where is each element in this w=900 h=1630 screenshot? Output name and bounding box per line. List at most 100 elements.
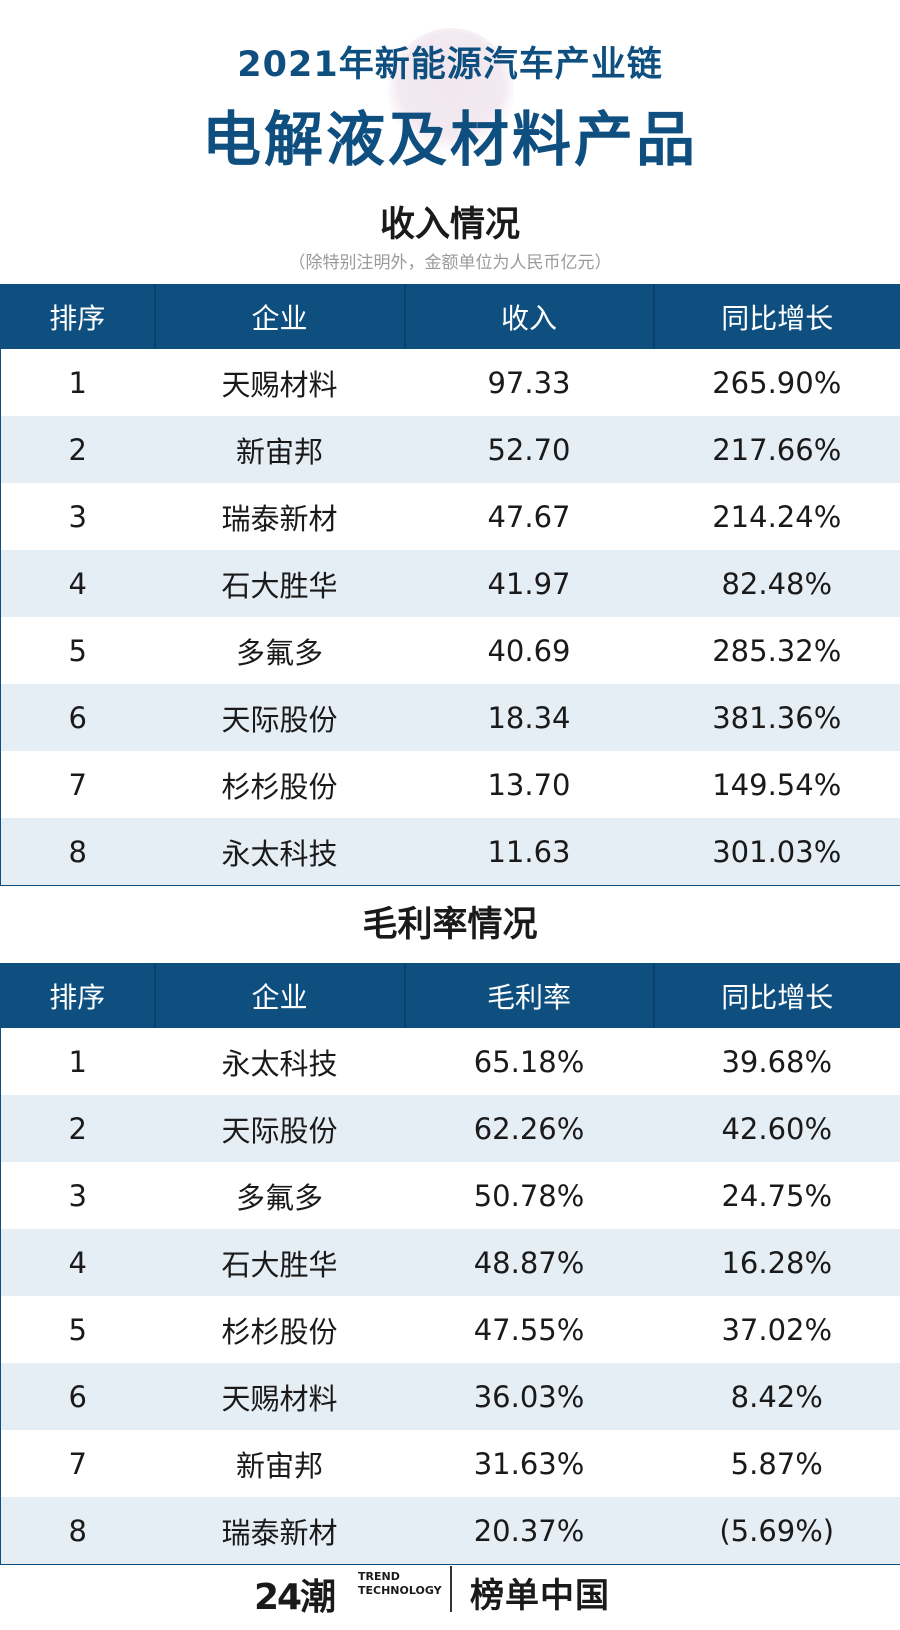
- table-row: 2 天际股份 62.26% 42.60%: [0, 1095, 900, 1162]
- logo-trend-line1: TREND: [358, 1570, 400, 1583]
- page-title-line1: 2021年新能源汽车产业链: [237, 45, 663, 85]
- cell-yoy-growth: 149.54%: [653, 751, 900, 818]
- cell-company: 杉杉股份: [154, 751, 405, 818]
- cell-gross-margin: 50.78%: [404, 1162, 654, 1229]
- cell-yoy-growth: 265.90%: [653, 349, 900, 416]
- cell-revenue: 97.33: [404, 349, 654, 416]
- footer: 24潮 TREND TECHNOLOGY 榜单中国: [0, 1566, 900, 1618]
- table-header-row: 排序 企业 毛利率 同比增长: [0, 963, 900, 1028]
- cell-yoy-growth: 82.48%: [653, 550, 900, 617]
- table-row: 7 新宙邦 31.63% 5.87%: [0, 1430, 900, 1497]
- footer-divider: [450, 1566, 452, 1612]
- cell-rank: 8: [0, 818, 155, 886]
- cell-rank: 5: [0, 617, 155, 684]
- cell-company: 石大胜华: [154, 550, 405, 617]
- cell-gross-margin: 36.03%: [404, 1363, 654, 1430]
- unit-note: （除特别注明外，金额单位为人民币亿元）: [288, 253, 612, 273]
- cell-revenue: 18.34: [404, 684, 654, 751]
- cell-company: 永太科技: [154, 818, 405, 886]
- cell-revenue: 41.97: [404, 550, 654, 617]
- cell-company: 多氟多: [154, 1162, 405, 1229]
- cell-rank: 1: [0, 349, 155, 416]
- cell-yoy-growth: 8.42%: [653, 1363, 900, 1430]
- cell-rank: 1: [0, 1028, 155, 1095]
- cell-gross-margin: 65.18%: [404, 1028, 654, 1095]
- logo-trend-line2: TECHNOLOGY: [358, 1584, 442, 1597]
- column-header-rank: 排序: [0, 963, 156, 1028]
- column-header-revenue: 收入: [404, 284, 655, 349]
- cell-company: 多氟多: [154, 617, 405, 684]
- table-row: 4 石大胜华 48.87% 16.28%: [0, 1229, 900, 1296]
- table-row: 2 新宙邦 52.70 217.66%: [0, 416, 900, 483]
- cell-rank: 2: [0, 1095, 155, 1162]
- table-row: 3 多氟多 50.78% 24.75%: [0, 1162, 900, 1229]
- table-header-row: 排序 企业 收入 同比增长: [0, 284, 900, 349]
- cell-rank: 3: [0, 1162, 155, 1229]
- cell-company: 天赐材料: [154, 1363, 405, 1430]
- table-row: 7 杉杉股份 13.70 149.54%: [0, 751, 900, 818]
- table-row: 6 天赐材料 36.03% 8.42%: [0, 1363, 900, 1430]
- revenue-table: 排序 企业 收入 同比增长 1 天赐材料 97.33 265.90% 2 新宙邦 52.70…: [0, 284, 900, 886]
- cell-rank: 4: [0, 550, 155, 617]
- cell-company: 瑞泰新材: [154, 1497, 405, 1565]
- watermark-logo: [388, 28, 514, 154]
- column-header-yoy-growth: 同比增长: [653, 963, 900, 1028]
- cell-revenue: 52.70: [404, 416, 654, 483]
- cell-company: 新宙邦: [154, 1430, 405, 1497]
- cell-rank: 6: [0, 684, 155, 751]
- margin-section-title: 毛利率情况: [362, 905, 538, 945]
- cell-rank: 8: [0, 1497, 155, 1565]
- cell-yoy-growth: 285.32%: [653, 617, 900, 684]
- cell-yoy-growth: 37.02%: [653, 1296, 900, 1363]
- cell-gross-margin: 20.37%: [404, 1497, 654, 1565]
- cell-gross-margin: 31.63%: [404, 1430, 654, 1497]
- cell-company: 瑞泰新材: [154, 483, 405, 550]
- table-row: 6 天际股份 18.34 381.36%: [0, 684, 900, 751]
- cell-company: 天际股份: [154, 1095, 405, 1162]
- column-header-company: 企业: [154, 284, 406, 349]
- cell-yoy-growth: 39.68%: [653, 1028, 900, 1095]
- cell-yoy-growth: 16.28%: [653, 1229, 900, 1296]
- table-row: 4 石大胜华 41.97 82.48%: [0, 550, 900, 617]
- cell-gross-margin: 47.55%: [404, 1296, 654, 1363]
- cell-company: 新宙邦: [154, 416, 405, 483]
- logo-trend-technology: TREND TECHNOLOGY: [358, 1570, 442, 1598]
- cell-rank: 4: [0, 1229, 155, 1296]
- cell-yoy-growth: 217.66%: [653, 416, 900, 483]
- table-row: 5 多氟多 40.69 285.32%: [0, 617, 900, 684]
- column-header-yoy-growth: 同比增长: [653, 284, 900, 349]
- table-row: 1 天赐材料 97.33 265.90%: [0, 349, 900, 416]
- cell-yoy-growth: 5.87%: [653, 1430, 900, 1497]
- cell-yoy-growth: 214.24%: [653, 483, 900, 550]
- margin-table-body: 1 永太科技 65.18% 39.68% 2 天际股份 62.26% 42.60% 3 多氟多 50…: [0, 1028, 900, 1565]
- cell-company: 天赐材料: [154, 349, 405, 416]
- cell-yoy-growth: 381.36%: [653, 684, 900, 751]
- cell-revenue: 40.69: [404, 617, 654, 684]
- cell-company: 杉杉股份: [154, 1296, 405, 1363]
- logo-24chao: 24潮: [254, 1577, 336, 1618]
- table-row: 8 瑞泰新材 20.37% (5.69%): [0, 1497, 900, 1565]
- cell-revenue: 11.63: [404, 818, 654, 886]
- table-row: 3 瑞泰新材 47.67 214.24%: [0, 483, 900, 550]
- cell-company: 石大胜华: [154, 1229, 405, 1296]
- column-header-company: 企业: [154, 963, 406, 1028]
- cell-yoy-growth: 42.60%: [653, 1095, 900, 1162]
- cell-rank: 7: [0, 751, 155, 818]
- cell-rank: 6: [0, 1363, 155, 1430]
- cell-revenue: 47.67: [404, 483, 654, 550]
- cell-company: 天际股份: [154, 684, 405, 751]
- revenue-section-title: 收入情况: [379, 205, 520, 245]
- cell-rank: 5: [0, 1296, 155, 1363]
- cell-revenue: 13.70: [404, 751, 654, 818]
- column-header-gross-margin: 毛利率: [404, 963, 655, 1028]
- cell-yoy-growth: 301.03%: [653, 818, 900, 886]
- cell-yoy-growth: (5.69%): [653, 1497, 900, 1565]
- table-row: 1 永太科技 65.18% 39.68%: [0, 1028, 900, 1095]
- cell-gross-margin: 48.87%: [404, 1229, 654, 1296]
- cell-gross-margin: 62.26%: [404, 1095, 654, 1162]
- table-row: 8 永太科技 11.63 301.03%: [0, 818, 900, 886]
- cell-rank: 2: [0, 416, 155, 483]
- column-header-rank: 排序: [0, 284, 156, 349]
- table-row: 5 杉杉股份 47.55% 37.02%: [0, 1296, 900, 1363]
- page-title-line2: 电解液及材料产品: [201, 105, 698, 174]
